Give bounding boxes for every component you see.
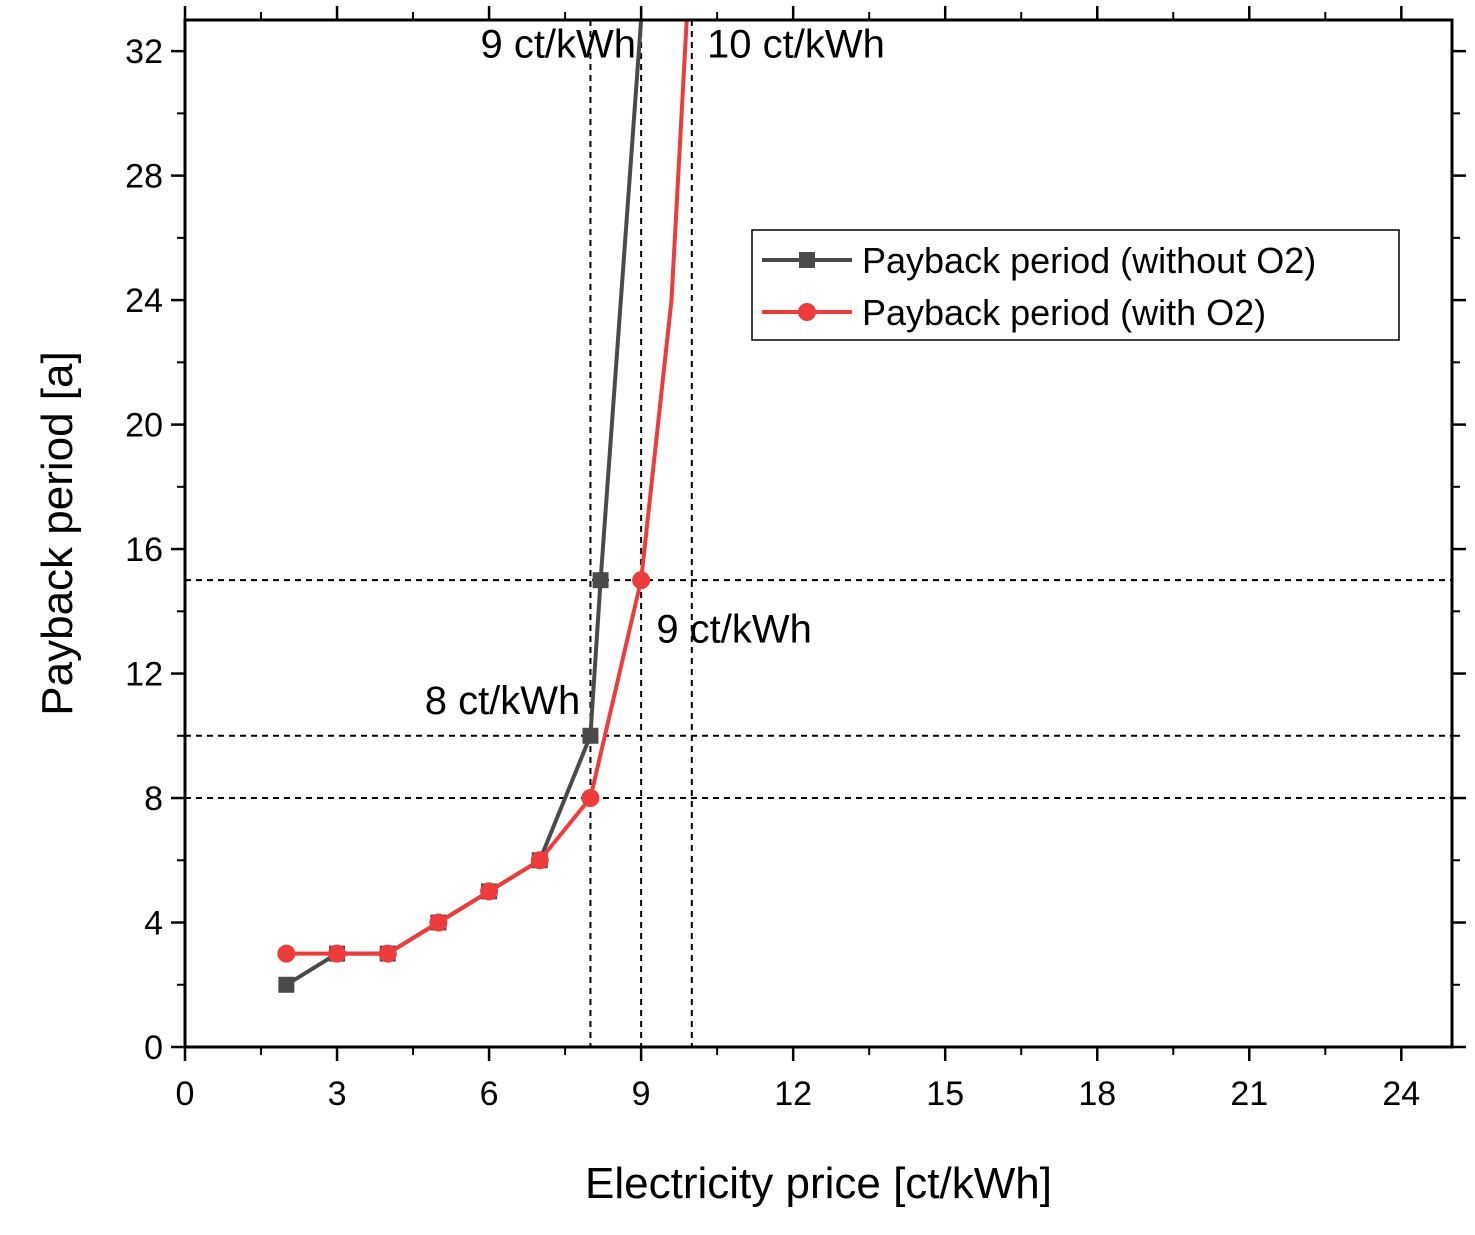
- legend: Payback period (without O2) Payback perio…: [751, 229, 1400, 341]
- y-tick-label: 28: [125, 158, 163, 196]
- x-tick-label: 21: [1230, 1075, 1268, 1113]
- series-1: [278, 20, 644, 993]
- y-axis-title: Payback period [a]: [33, 351, 82, 715]
- legend-label: Payback period (without O2): [862, 240, 1316, 281]
- reference-lines: [185, 20, 1452, 1047]
- y-tick-label: 16: [125, 531, 163, 569]
- y-tick-label: 20: [125, 407, 163, 445]
- data-point: [530, 851, 549, 870]
- data-point: [278, 976, 295, 993]
- data-point: [277, 944, 296, 963]
- x-tick-label: 3: [328, 1075, 347, 1113]
- legend-entry: Payback period (with O2): [762, 292, 1266, 333]
- x-tick-label: 24: [1382, 1075, 1420, 1113]
- x-tick-label: 0: [176, 1075, 195, 1113]
- data-point: [632, 571, 651, 590]
- plot-frame: [183, 18, 1454, 1049]
- legend-label: Payback period (with O2): [862, 292, 1266, 333]
- series-line: [286, 20, 689, 956]
- x-tick-label: 15: [926, 1075, 964, 1113]
- x-tick-label: 9: [632, 1075, 651, 1113]
- tick-labels: 0 3 6 9 12 15 18 21 24 0 4 8 12 16 20 24 28 32: [125, 33, 1420, 1113]
- x-tick-label: 18: [1078, 1075, 1116, 1113]
- legend-marker: [799, 252, 815, 268]
- x-tick-label: 12: [774, 1075, 812, 1113]
- legend-entry: Payback period (without O2): [762, 240, 1316, 281]
- legend-box: [751, 229, 1400, 341]
- data-point: [581, 789, 600, 808]
- annotation-label: 9 ct/kWh: [656, 607, 812, 651]
- y-tick-label: 8: [144, 780, 163, 818]
- data-point: [480, 882, 499, 901]
- data-point: [592, 572, 609, 589]
- legend-marker: [798, 303, 816, 321]
- annotation-label: 10 ct/kWh: [707, 22, 885, 66]
- data-point: [378, 944, 397, 963]
- y-tick-label: 12: [125, 656, 163, 694]
- y-tick-label: 24: [125, 282, 163, 320]
- x-axis-title: Electricity price [ct/kWh]: [585, 1159, 1052, 1208]
- data-point: [582, 727, 599, 744]
- x-tick-label: 6: [480, 1075, 499, 1113]
- series-layer: [277, 20, 689, 993]
- data-point: [429, 913, 448, 932]
- series-2: [277, 20, 689, 963]
- annotation-label: 8 ct/kWh: [425, 679, 581, 723]
- data-point: [328, 944, 347, 963]
- y-tick-label: 32: [125, 33, 163, 71]
- axis-ticks: [171, 6, 1466, 1061]
- y-tick-label: 4: [144, 905, 163, 943]
- y-tick-label: 0: [144, 1029, 163, 1067]
- annotation-label: 9 ct/kWh: [480, 22, 636, 66]
- annotations: 9 ct/kWh 10 ct/kWh 9 ct/kWh 8 ct/kWh: [425, 22, 885, 723]
- series-line: [285, 20, 644, 987]
